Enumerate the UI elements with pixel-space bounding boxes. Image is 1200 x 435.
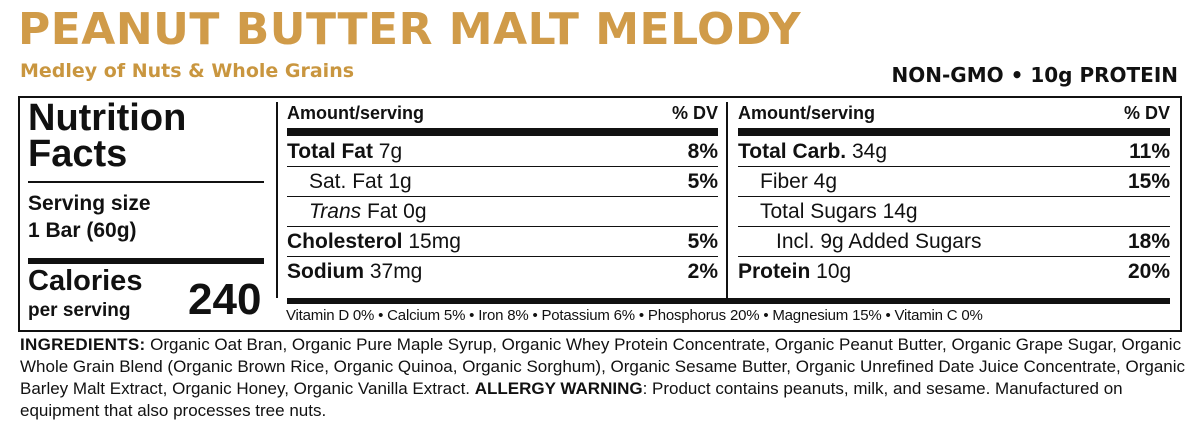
nutrient-name: Cholesterol (287, 230, 403, 253)
ingredients-statement: INGREDIENTS: Organic Oat Bran, Organic P… (20, 334, 1186, 422)
calories-sub-label: per serving (28, 300, 131, 321)
nutrient-dv: 2% (687, 260, 718, 283)
nutrient-amount: 10g (810, 260, 852, 283)
vitamins-minerals: Vitamin D 0% • Calcium 5% • Iron 8% • Po… (286, 307, 983, 324)
nutrient-row-total-sugars: Total Sugars 14g (738, 197, 1170, 227)
serving-size-label: Serving size (28, 192, 151, 215)
nutrient-name: Incl. 9g Added Sugars (776, 230, 982, 253)
nutrient-row-trans-fat: Trans Fat 0g (287, 197, 718, 227)
nutrient-dv: 15% (1127, 170, 1170, 193)
nutrient-dv: 5% (687, 170, 718, 193)
nutrient-row-cholesterol: Cholesterol 15mg 5% (287, 227, 718, 257)
column-header: Amount/serving % DV (738, 100, 1170, 126)
divider-thick (287, 298, 1170, 304)
product-claims: NON-GMO • 10g PROTEIN (891, 63, 1178, 87)
amount-header: Amount/serving (738, 103, 876, 123)
dv-header: % DV (1123, 103, 1170, 123)
nutrient-dv: 5% (687, 230, 718, 253)
serving-size-value: 1 Bar (60g) (28, 219, 137, 242)
nutrient-amount: 34g (846, 140, 887, 163)
amount-header: Amount/serving (287, 103, 425, 123)
nutrient-name: Fiber 4g (760, 170, 838, 193)
nutrient-row-total-fat: Total Fat 7g 8% (287, 137, 718, 167)
column-header: Amount/serving % DV (287, 100, 718, 126)
nutrition-title-line2: Facts (28, 133, 128, 175)
nutrient-name: Sodium (287, 260, 364, 283)
column-divider (726, 102, 728, 298)
nutrient-name-italic: Trans (309, 200, 362, 223)
ingredients-text: Organic Oat Bran, Organic Pure Maple Syr… (20, 335, 1186, 398)
nutrient-row-sat-fat: Sat. Fat 1g 5% (287, 167, 718, 197)
divider-thick (738, 128, 1170, 136)
nutrient-amount: 7g (372, 140, 403, 163)
nutrient-amount: 15mg (402, 230, 461, 253)
nutrient-name: Sat. Fat 1g (309, 170, 412, 193)
divider (28, 181, 264, 183)
divider-thick (287, 128, 718, 136)
nutrient-dv: 20% (1127, 260, 1170, 283)
allergy-warning-text: : Product contains peanuts, milk, and se… (20, 379, 1123, 420)
divider-thick (28, 258, 264, 264)
nutrient-dv: 8% (687, 140, 718, 163)
nutrition-panel (18, 96, 1182, 332)
nutrition-facts-title: Nutrition Facts (28, 97, 187, 175)
serving-size: Serving size 1 Bar (60g) (28, 190, 151, 244)
nutrient-name: Total Carb. (738, 140, 847, 163)
nutrient-row-added-sugars: Incl. 9g Added Sugars 18% (738, 227, 1170, 257)
nutrient-dv: 18% (1127, 230, 1170, 253)
nutrient-name: Protein (738, 260, 811, 283)
nutrient-amount: 37mg (364, 260, 423, 283)
nutrients-column-left: Amount/serving % DV Total Fat 7g 8% Sat.… (287, 100, 718, 298)
allergy-warning-label: ALLERGY WARNING (474, 379, 643, 398)
nutrient-row-fiber: Fiber 4g 15% (738, 167, 1170, 197)
nutrient-row-protein: Protein 10g 20% (738, 257, 1170, 287)
column-divider (276, 102, 278, 298)
nutrient-dv: 11% (1129, 140, 1170, 163)
nutrients-column-right: Amount/serving % DV Total Carb. 34g 11% … (738, 100, 1170, 298)
calories-value: 240 (188, 275, 262, 324)
nutrient-name: Total Sugars 14g (760, 200, 918, 223)
nutrient-name: Fat 0g (361, 200, 427, 223)
nutrient-row-sodium: Sodium 37mg 2% (287, 257, 718, 287)
calories-label: Calories (28, 265, 143, 297)
product-title: PEANUT BUTTER MALT MELODY (18, 4, 802, 55)
dv-header: % DV (671, 103, 718, 123)
nutrient-name: Total Fat (287, 140, 373, 163)
nutrient-row-total-carb: Total Carb. 34g 11% (738, 137, 1170, 167)
nutrition-title-line1: Nutrition (28, 97, 187, 139)
ingredients-label: INGREDIENTS: (20, 335, 146, 354)
product-subtitle: Medley of Nuts & Whole Grains (20, 60, 355, 82)
